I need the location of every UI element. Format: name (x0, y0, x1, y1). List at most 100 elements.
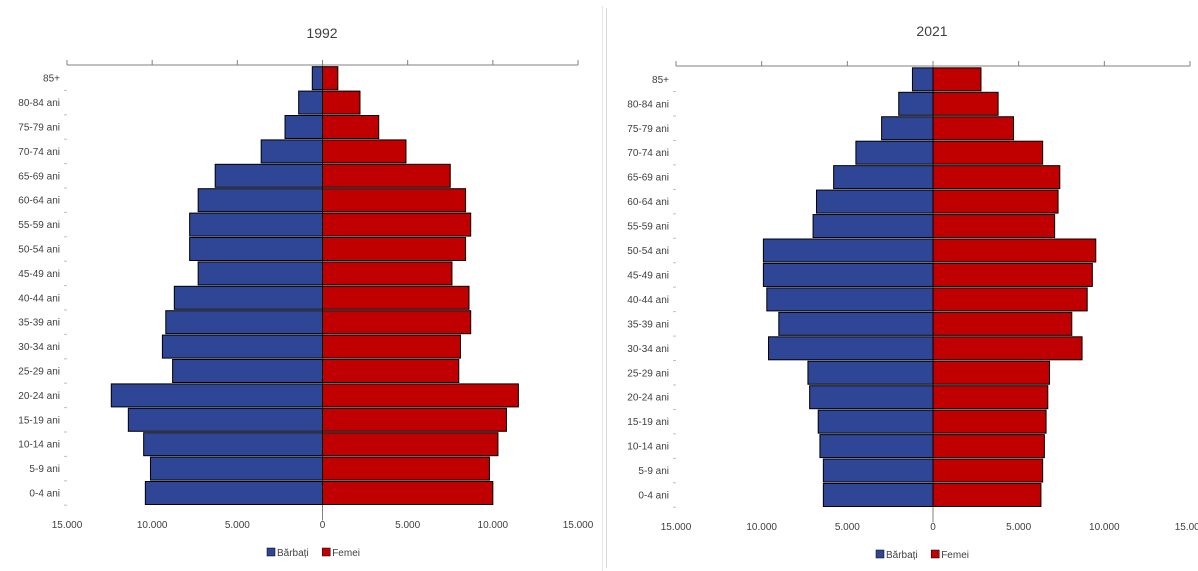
x-tick-label: 5.000 (835, 522, 860, 533)
bar-barbati (768, 336, 934, 361)
bar-femei (932, 91, 999, 116)
legend-swatch (266, 547, 276, 557)
bar-barbati (766, 287, 934, 312)
category-label: 85+ (652, 75, 669, 86)
pyramid-1992-chart: 1992 0-4 ani 5-9 ani 10-14 ani 15-19 ani 20-2… (18, 25, 594, 559)
pyramid-2021-panel: 2021 0-4 ani 5-9 ani 10-14 ani 15-19 ani 20-2… (606, 0, 1198, 571)
legend-label: Femei (941, 550, 969, 561)
bar-barbati (127, 407, 323, 432)
bar-barbati (189, 212, 323, 237)
category-label: 10-14 ani (627, 442, 669, 453)
category-label: 10-14 ani (18, 440, 60, 451)
bar-barbati (189, 237, 323, 261)
bar-femei (322, 163, 451, 188)
bar-barbati (173, 285, 323, 310)
category-label: 45-49 ani (18, 269, 60, 280)
category-label: 35-39 ani (18, 318, 60, 329)
panel-left-border (606, 8, 607, 568)
bar-barbati (817, 409, 934, 434)
bar-barbati (881, 116, 934, 141)
x-tick-label: 10.000 (478, 520, 509, 531)
legend-swatch (321, 547, 331, 557)
bar-barbati (812, 214, 934, 239)
bar-femei (322, 285, 470, 310)
category-label: 30-34 ani (18, 342, 60, 353)
x-tick-label: 15.000 (661, 522, 692, 533)
legend-swatch (875, 549, 885, 559)
pyramid-2021-chart: 2021 0-4 ani 5-9 ani 10-14 ani 15-19 ani 20-2… (627, 23, 1198, 561)
category-label: 0-4 ani (29, 489, 60, 500)
bar-barbati (807, 360, 934, 385)
bar-femei (322, 212, 472, 237)
bar-femei (932, 409, 1047, 434)
bar-femei (322, 139, 407, 164)
bar-barbati (809, 385, 934, 410)
legend: Bărbați Femei (266, 547, 360, 559)
bar-femei (932, 140, 1044, 165)
bar-femei (932, 385, 1049, 410)
bar-barbati (822, 483, 934, 507)
bar-femei (932, 360, 1051, 385)
bar-barbati (911, 67, 934, 92)
x-tick-label: 10.000 (746, 522, 777, 533)
bar-femei (932, 262, 1093, 287)
pyramid-1992-panel: 1992 0-4 ani 5-9 ani 10-14 ani 15-19 ani 20-2… (18, 25, 594, 559)
x-tick-label: 0 (930, 522, 936, 533)
category-label: 35-39 ani (627, 319, 669, 330)
bar-barbati (110, 383, 323, 408)
bar-femei (932, 336, 1083, 361)
legend-label: Bărbați (886, 550, 918, 561)
category-label: 15-19 ani (627, 417, 669, 428)
category-label: 25-29 ani (18, 367, 60, 378)
bar-barbati (819, 434, 934, 459)
legend: Bărbați Femei (875, 549, 969, 561)
category-label: 15-19 ani (18, 415, 60, 426)
category-label: 30-34 ani (627, 344, 669, 355)
bar-femei (322, 481, 494, 505)
bar-barbati (762, 262, 934, 287)
bar-barbati (778, 311, 934, 336)
bar-femei (322, 237, 467, 261)
category-label: 55-59 ani (627, 222, 669, 233)
bar-femei (322, 261, 453, 286)
bar-barbati (144, 481, 323, 505)
bar-barbati (214, 163, 323, 188)
bar-femei (932, 165, 1061, 190)
category-label: 5-9 ani (29, 464, 60, 475)
bar-barbati (165, 310, 323, 335)
bar-barbati (197, 188, 323, 213)
category-label: 5-9 ani (638, 466, 669, 477)
bar-barbati (822, 458, 934, 483)
bar-femei (932, 483, 1042, 507)
x-tick-label: 0 (320, 520, 326, 531)
category-label: 0-4 ani (638, 491, 669, 502)
category-label: 60-64 ani (627, 197, 669, 208)
x-tick-label: 5.000 (395, 520, 420, 531)
category-label: 45-49 ani (627, 270, 669, 281)
bar-barbati (815, 189, 934, 214)
bar-femei (322, 310, 472, 335)
x-tick-label: 15.000 (563, 520, 594, 531)
category-label: 50-54 ani (627, 246, 669, 257)
x-tick-label: 5.000 (1006, 522, 1031, 533)
bar-femei (322, 188, 467, 213)
bar-barbati (762, 238, 934, 263)
bar-femei (932, 287, 1088, 312)
bar-femei (932, 67, 982, 92)
bar-femei (932, 238, 1097, 263)
bar-femei (322, 456, 490, 481)
x-tick-label: 5.000 (225, 520, 250, 531)
legend-label: Femei (332, 548, 360, 559)
bar-barbati (284, 115, 324, 139)
bar-barbati (143, 432, 323, 457)
category-label: 85+ (43, 74, 60, 85)
bar-barbati (298, 90, 323, 115)
legend-swatch (930, 549, 940, 559)
bar-femei (322, 432, 499, 457)
bar-femei (932, 214, 1056, 239)
category-label: 60-64 ani (18, 196, 60, 207)
chart-title: 1992 (306, 25, 337, 41)
panel-divider (602, 6, 603, 571)
bar-barbati (161, 334, 323, 359)
bar-barbati (833, 165, 934, 190)
